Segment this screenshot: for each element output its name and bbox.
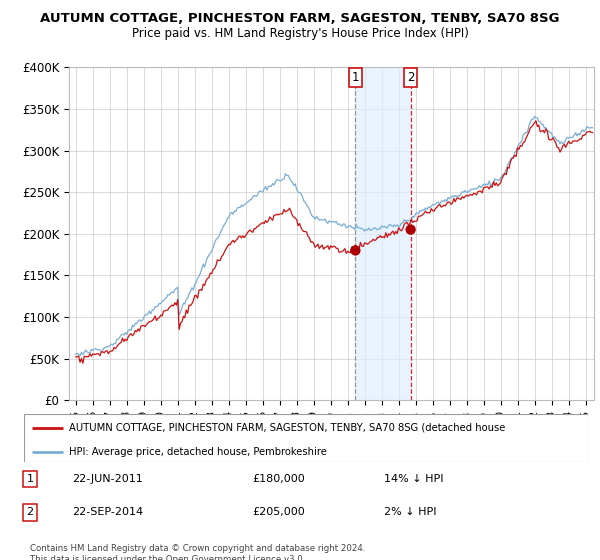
Text: Price paid vs. HM Land Registry's House Price Index (HPI): Price paid vs. HM Land Registry's House … bbox=[131, 27, 469, 40]
Text: HPI: Average price, detached house, Pembrokeshire: HPI: Average price, detached house, Pemb… bbox=[69, 446, 327, 456]
Point bbox=[350, 246, 360, 255]
Text: AUTUMN COTTAGE, PINCHESTON FARM, SAGESTON, TENBY, SA70 8SG: AUTUMN COTTAGE, PINCHESTON FARM, SAGESTO… bbox=[40, 12, 560, 25]
Text: 2: 2 bbox=[407, 71, 415, 85]
Text: 22-JUN-2011: 22-JUN-2011 bbox=[72, 474, 143, 484]
Text: 1: 1 bbox=[352, 71, 359, 85]
Text: 14% ↓ HPI: 14% ↓ HPI bbox=[384, 474, 443, 484]
Text: Contains HM Land Registry data © Crown copyright and database right 2024.
This d: Contains HM Land Registry data © Crown c… bbox=[30, 544, 365, 560]
Point bbox=[406, 225, 415, 234]
Text: £205,000: £205,000 bbox=[252, 507, 305, 517]
Bar bbox=[355, 67, 410, 400]
Text: 22-SEP-2014: 22-SEP-2014 bbox=[72, 507, 143, 517]
Text: 2: 2 bbox=[26, 507, 34, 517]
Text: 2% ↓ HPI: 2% ↓ HPI bbox=[384, 507, 437, 517]
Text: AUTUMN COTTAGE, PINCHESTON FARM, SAGESTON, TENBY, SA70 8SG (detached house: AUTUMN COTTAGE, PINCHESTON FARM, SAGESTO… bbox=[69, 423, 505, 433]
Text: £180,000: £180,000 bbox=[252, 474, 305, 484]
Text: 1: 1 bbox=[26, 474, 34, 484]
